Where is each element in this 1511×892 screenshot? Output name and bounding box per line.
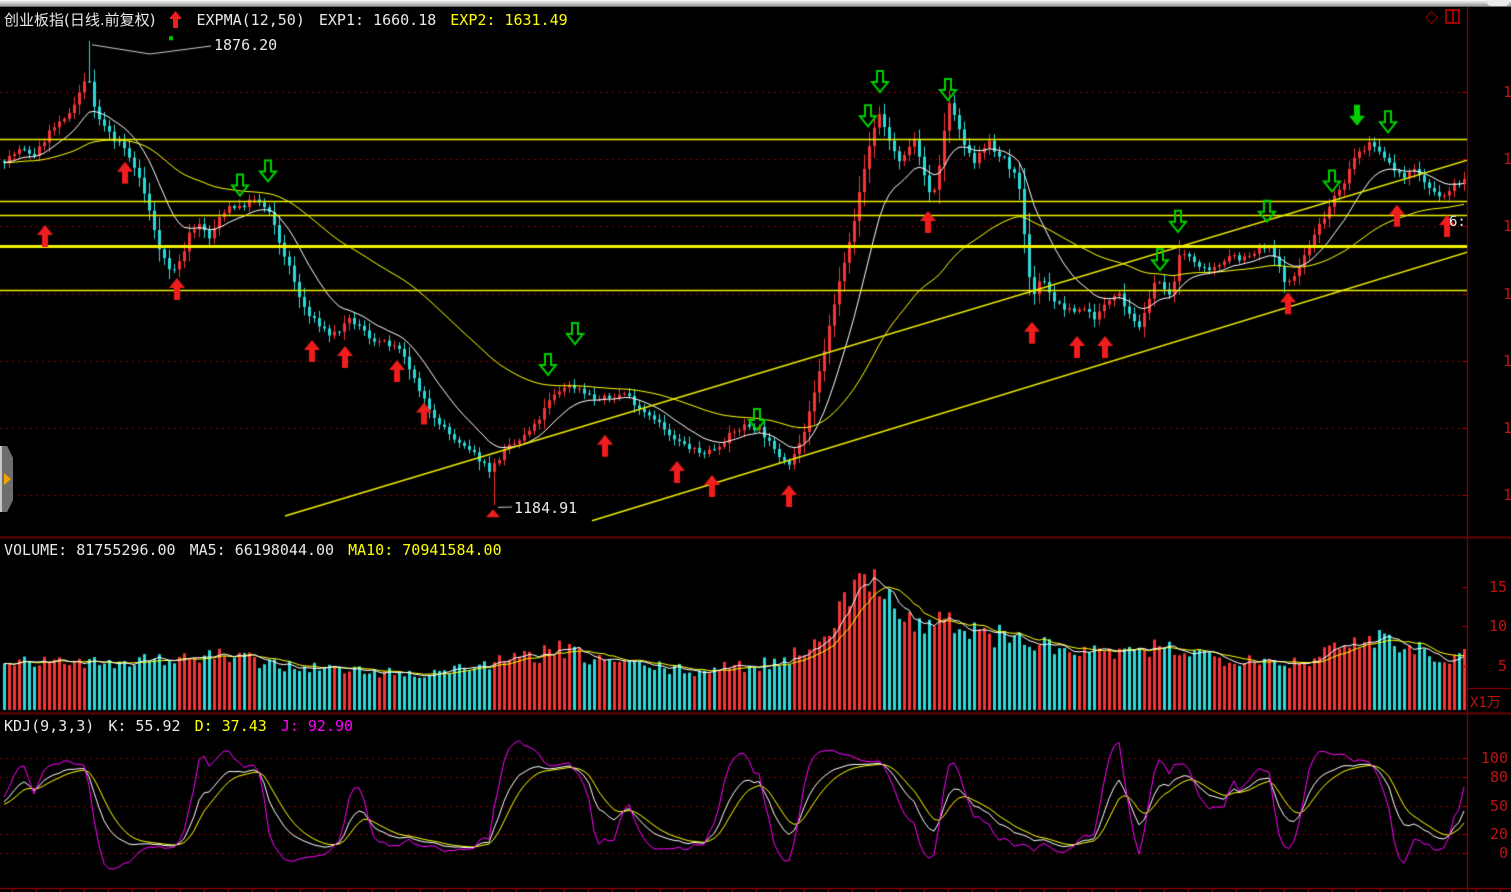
exp2-value: EXP2: 1631.49 bbox=[450, 10, 568, 29]
window-top-edge bbox=[0, 0, 1511, 7]
price-axis-label: 1 bbox=[1502, 150, 1511, 168]
window-button[interactable] bbox=[1487, 0, 1509, 6]
kdj-axis-label: 50 bbox=[1489, 797, 1508, 815]
price-axis-label: 1 bbox=[1502, 352, 1511, 370]
volume-ma5: MA5: 66198044.00 bbox=[189, 541, 335, 559]
indicator-name: EXPMA(12,50) bbox=[196, 10, 305, 29]
kdj-axis-label: 80 bbox=[1489, 768, 1508, 786]
volume-ma10: MA10: 70941584.00 bbox=[348, 541, 502, 559]
volume-axis-label: 10 bbox=[1488, 617, 1507, 635]
low-price-label: 1184.91 bbox=[514, 499, 578, 517]
diamond-icon[interactable]: ◇ bbox=[1425, 7, 1439, 26]
kdj-axis-label: 20 bbox=[1489, 825, 1508, 843]
up-arrow-icon bbox=[169, 11, 183, 28]
symbol-title: 创业板指(日线.前复权) bbox=[4, 11, 156, 29]
kdj-j: J: 92.90 bbox=[280, 717, 354, 735]
volume-axis-label: 5 bbox=[1497, 657, 1507, 675]
kdj-d: D: 37.43 bbox=[194, 717, 267, 735]
kdj-axis-label: 100 bbox=[1480, 749, 1508, 767]
kdj-name: KDJ(9,3,3) bbox=[4, 717, 95, 735]
price-axis-label: 1 bbox=[1502, 217, 1511, 235]
price-axis-label: 1 bbox=[1502, 83, 1511, 101]
price-axis-label: 1 bbox=[1502, 486, 1511, 504]
last-price-fragment: 6: bbox=[1449, 214, 1466, 230]
kdj-axis-label: 0 bbox=[1498, 844, 1508, 862]
kdj-k: K: 55.92 bbox=[108, 717, 181, 735]
price-axis-label: 1 bbox=[1502, 419, 1511, 437]
expand-arrow-icon bbox=[4, 473, 11, 485]
price-axis-label: 1 bbox=[1502, 285, 1511, 303]
high-price-label: 1876.20 bbox=[214, 36, 278, 54]
panel-expand-handle[interactable] bbox=[0, 446, 13, 512]
exp1-value: EXP1: 1660.18 bbox=[318, 10, 437, 29]
split-window-icon[interactable] bbox=[1445, 9, 1461, 24]
volume-axis-label: 15 bbox=[1488, 578, 1507, 596]
kdj-header: KDJ(9,3,3) K: 55.92 D: 37.43 J: 92.90 bbox=[4, 717, 353, 735]
volume-header: VOLUME: 81755296.00 MA5: 66198044.00 MA1… bbox=[4, 541, 502, 559]
volume-unit-label: X1万 bbox=[1470, 695, 1501, 711]
volume-value: VOLUME: 81755296.00 bbox=[4, 541, 176, 559]
main-chart-header: 创业板指(日线.前复权) EXPMA(12,50) EXP1: 1660.18 … bbox=[4, 9, 568, 30]
